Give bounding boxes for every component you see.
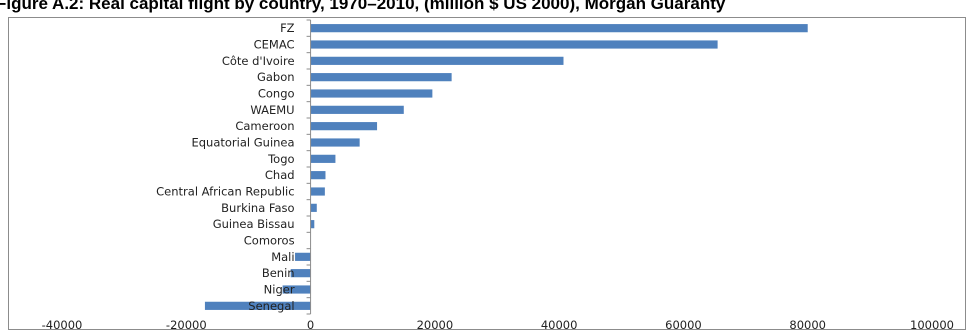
category-label-guinea-bissau: Guinea Bissau <box>213 217 295 231</box>
bar-cemac <box>310 40 718 49</box>
category-label-benin: Benin <box>262 266 295 280</box>
bar-chad <box>310 171 326 180</box>
category-label-comoros: Comoros <box>244 234 295 248</box>
category-label-senegal: Senegal <box>248 299 294 313</box>
bars-group <box>204 24 808 310</box>
category-label-equatorial-guinea: Equatorial Guinea <box>191 136 294 150</box>
x-tick-label: 100000 <box>910 318 954 332</box>
bar-c-te-d-ivoire <box>310 56 564 65</box>
category-label-gabon: Gabon <box>257 70 295 84</box>
bar-waemu <box>310 105 404 114</box>
x-tick-label: -20000 <box>166 318 207 332</box>
category-label-chad: Chad <box>265 168 295 182</box>
chart-frame <box>8 17 966 330</box>
bar-central-african-republic <box>310 187 325 196</box>
x-tick-label: 0 <box>307 318 314 332</box>
category-label-c-te-d-ivoire: Côte d'Ivoire <box>222 54 295 68</box>
chart-title: Figure A.2: Real capital flight by count… <box>0 0 726 13</box>
category-label-cameroon: Cameroon <box>235 119 294 133</box>
category-label-togo: Togo <box>267 152 294 166</box>
category-label-central-african-republic: Central African Republic <box>156 185 294 199</box>
x-axis-group: -40000 -20000 0 20000 40000 60000 80000 100000 <box>42 19 954 332</box>
bar-benin <box>290 269 311 278</box>
bar-guinea-bissau <box>310 220 315 229</box>
category-label-fz: FZ <box>280 21 295 35</box>
category-label-cemac: CEMAC <box>254 38 295 52</box>
bar-senegal <box>204 301 311 310</box>
bar-gabon <box>310 73 452 82</box>
x-tick-label: 40000 <box>541 318 578 332</box>
bar-congo <box>310 89 433 98</box>
category-label-niger: Niger <box>264 283 295 297</box>
bar-fz <box>310 24 808 33</box>
x-tick-label: 20000 <box>417 318 454 332</box>
bar-niger <box>282 285 311 294</box>
category-label-waemu: WAEMU <box>250 103 294 117</box>
x-tick-label: 60000 <box>665 318 702 332</box>
bar-equatorial-guinea <box>310 138 360 147</box>
bar-mali <box>295 252 311 261</box>
bar-cameroon <box>310 122 378 131</box>
bar-togo <box>310 154 336 163</box>
category-label-mali: Mali <box>271 250 294 264</box>
category-labels-group: FZ CEMAC Côte d'Ivoire Gabon Congo WAEMU Camer… <box>156 21 295 313</box>
category-label-congo: Congo <box>258 87 295 101</box>
bar-burkina-faso <box>310 203 317 212</box>
category-label-burkina-faso: Burkina Faso <box>221 201 294 215</box>
x-tick-label: 80000 <box>789 318 826 332</box>
x-tick-label: -40000 <box>42 318 83 332</box>
